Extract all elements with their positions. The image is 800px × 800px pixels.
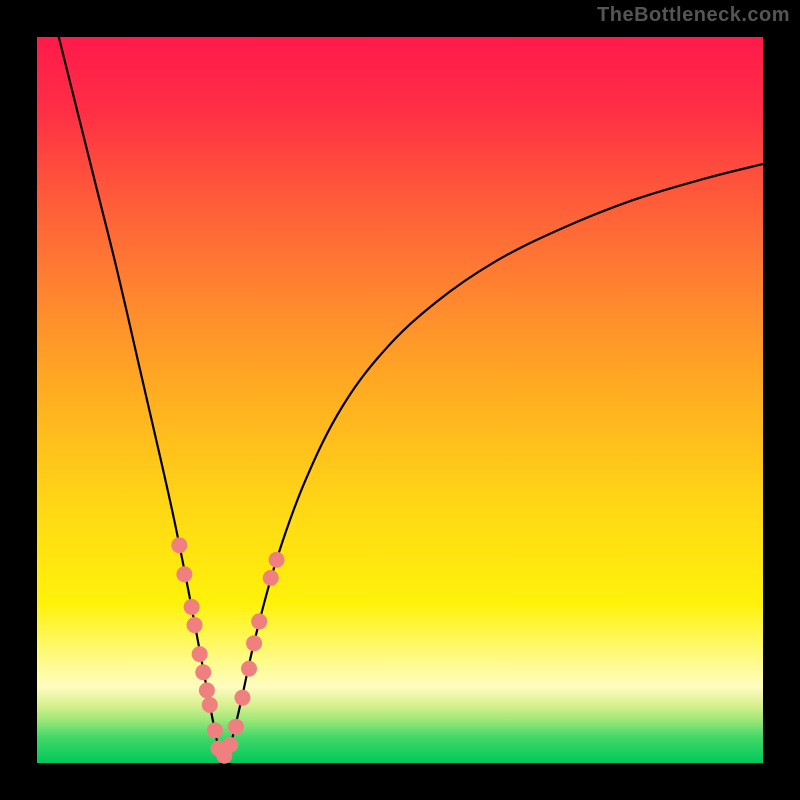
data-marker: [251, 613, 267, 629]
data-marker: [202, 697, 218, 713]
watermark-text: TheBottleneck.com: [597, 4, 790, 27]
data-marker: [187, 617, 203, 633]
data-marker: [234, 690, 250, 706]
data-marker: [222, 737, 238, 753]
data-marker: [269, 552, 285, 568]
data-marker: [192, 646, 208, 662]
data-marker: [199, 682, 215, 698]
bottleneck-chart: [0, 0, 800, 800]
data-marker: [184, 599, 200, 615]
chart-root: { "watermark": { "text": "TheBottleneck.…: [0, 0, 800, 800]
data-marker: [246, 635, 262, 651]
data-marker: [171, 537, 187, 553]
data-marker: [241, 661, 257, 677]
data-marker: [195, 664, 211, 680]
data-marker: [176, 566, 192, 582]
data-marker: [263, 570, 279, 586]
data-marker: [228, 719, 244, 735]
data-marker: [207, 722, 223, 738]
